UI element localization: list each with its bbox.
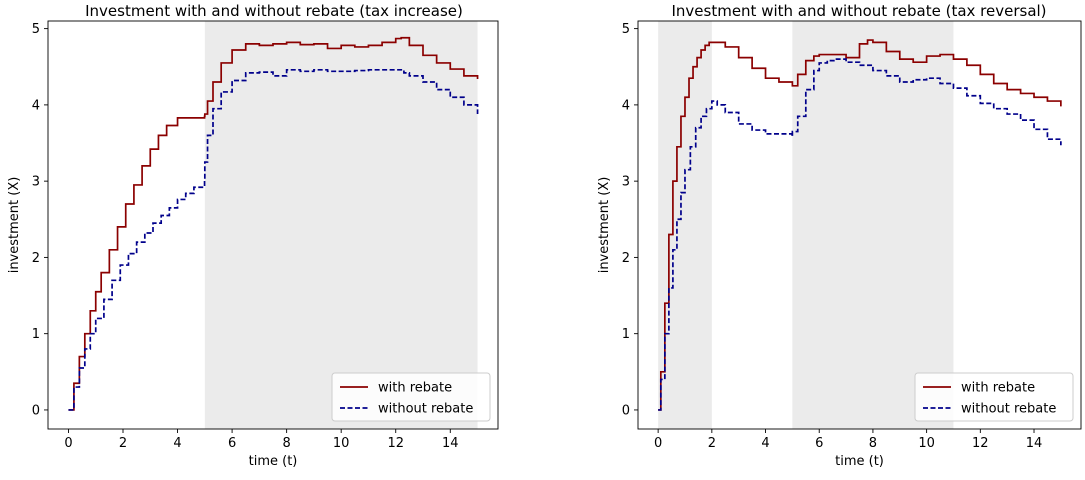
legend: with rebate without rebate [914, 372, 1074, 422]
series-line-without-rebate [658, 58, 1062, 411]
x-tick-label: 0 [64, 436, 72, 451]
x-tick-label: 2 [708, 436, 716, 451]
y-axis-label: investment (X) [597, 177, 612, 274]
x-tick-label: 2 [119, 436, 127, 451]
y-tick-label: 0 [622, 403, 630, 418]
y-tick-label: 4 [32, 98, 40, 113]
x-tick-label: 6 [228, 436, 236, 451]
x-tick-label: 10 [333, 436, 350, 451]
y-tick-label: 5 [32, 22, 40, 37]
y-tick-label: 1 [622, 327, 630, 342]
x-tick-label: 0 [654, 436, 662, 451]
x-tick-label: 10 [918, 436, 935, 451]
series-line-with-rebate [658, 39, 1062, 411]
y-tick-label: 4 [622, 98, 630, 113]
legend-label: without rebate [378, 402, 473, 417]
shaded-region-1 [204, 21, 478, 429]
axes-frame [47, 20, 499, 430]
y-tick-label: 1 [32, 327, 40, 342]
x-tick-label: 8 [869, 436, 877, 451]
legend-box [331, 372, 491, 422]
x-tick-label: 4 [173, 436, 181, 451]
chart-title: Investment with and without rebate (tax … [85, 2, 463, 20]
series-line-with-rebate [68, 36, 479, 411]
legend-label: with rebate [378, 381, 452, 396]
x-tick-label: 4 [761, 436, 769, 451]
x-tick-label: 14 [442, 436, 459, 451]
shaded-region-1 [658, 21, 712, 429]
y-tick-label: 3 [622, 175, 630, 190]
y-tick-label: 3 [32, 175, 40, 190]
x-tick-label: 12 [387, 436, 404, 451]
legend-box [914, 372, 1074, 422]
y-axis-label: investment (X) [7, 177, 22, 274]
shaded-region-2 [792, 21, 954, 429]
x-tick-label: 8 [282, 436, 290, 451]
x-axis-label: time (t) [835, 454, 884, 469]
y-tick-label: 2 [622, 251, 630, 266]
legend: with rebate without rebate [331, 372, 491, 422]
legend-label: without rebate [961, 402, 1056, 417]
x-axis-label: time (t) [249, 454, 298, 469]
series-line-without-rebate [68, 68, 479, 411]
x-tick-label: 12 [972, 436, 989, 451]
x-tick-label: 14 [1026, 436, 1043, 451]
y-tick-label: 2 [32, 251, 40, 266]
x-tick-label: 6 [815, 436, 823, 451]
chart-title: Investment with and without rebate (tax … [671, 2, 1046, 20]
y-tick-label: 0 [32, 403, 40, 418]
axes-frame [637, 20, 1082, 430]
y-tick-label: 5 [622, 22, 630, 37]
legend-label: with rebate [961, 381, 1035, 396]
